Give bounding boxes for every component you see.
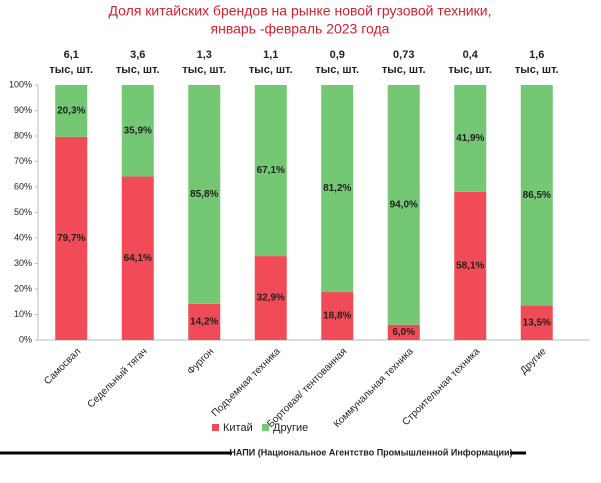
legend-swatch	[262, 424, 269, 431]
bar-segment	[454, 85, 487, 192]
bar-segment	[188, 303, 221, 340]
data-label: 18,8%	[323, 311, 351, 322]
x-tick-label: Седельный тягач	[86, 346, 150, 410]
bar-segment	[121, 176, 154, 340]
data-label: 79,7%	[57, 233, 85, 244]
total-unit: тыс, шт.	[49, 64, 93, 76]
bar-segment	[454, 191, 487, 340]
y-tick-label: 0%	[19, 334, 32, 344]
total-unit: тыс, шт.	[515, 64, 559, 76]
total-label: 1,6	[529, 49, 544, 61]
bar-segment	[520, 85, 553, 306]
x-tick-label: Фургон	[185, 346, 216, 377]
y-tick-label: 10%	[14, 309, 32, 319]
y-tick-label: 40%	[14, 232, 32, 242]
total-unit: тыс, шт.	[448, 64, 492, 76]
data-label: 41,9%	[456, 133, 484, 144]
bar-segment	[387, 85, 420, 325]
bar-segment	[55, 136, 88, 340]
bar-segment	[254, 256, 287, 340]
data-label: 85,8%	[190, 189, 218, 200]
data-label: 81,2%	[323, 183, 351, 194]
total-unit: тыс, шт.	[249, 64, 293, 76]
data-label: 58,1%	[456, 261, 484, 272]
legend-swatch	[212, 424, 219, 431]
total-label: 6,1	[64, 49, 79, 61]
data-label: 64,1%	[124, 253, 152, 264]
total-label: 3,6	[130, 49, 145, 61]
y-tick-label: 90%	[14, 105, 32, 115]
total-label: 1,1	[263, 49, 278, 61]
bar-segment	[188, 85, 221, 304]
y-tick-label: 80%	[14, 130, 32, 140]
y-tick-label: 70%	[14, 156, 32, 166]
chart-subtitle: январь -февраль 2023 года	[211, 21, 390, 37]
total-label: 0,73	[393, 49, 414, 61]
chart-title: Доля китайских брендов на рынке новой гр…	[109, 3, 492, 19]
data-label: 32,9%	[257, 293, 285, 304]
data-label: 35,9%	[124, 125, 152, 136]
total-label: 1,3	[197, 49, 212, 61]
total-unit: тыс, шт.	[116, 64, 160, 76]
bar-segment	[520, 305, 553, 340]
total-label: 0,9	[330, 49, 345, 61]
data-label: 67,1%	[257, 165, 285, 176]
y-tick-label: 30%	[14, 258, 32, 268]
x-tick-label: Самосвал	[42, 346, 83, 387]
source: НАПИ (Национальное Агентство Промышленно…	[229, 447, 512, 457]
y-tick-label: 50%	[14, 207, 32, 217]
y-tick-label: 60%	[14, 181, 32, 191]
data-label: 6,0%	[392, 327, 415, 338]
x-tick-label: Строительная техника	[400, 346, 482, 428]
bar-segment	[321, 292, 354, 340]
data-label: 86,5%	[523, 190, 551, 201]
total-unit: тыс, шт.	[382, 64, 426, 76]
legend-label: Другие	[273, 422, 308, 434]
bar-segment	[321, 85, 354, 293]
data-label: 13,5%	[523, 317, 551, 328]
y-tick-label: 20%	[14, 283, 32, 293]
bar-segment	[254, 85, 287, 257]
x-tick-label: Подъемная техника	[210, 346, 283, 419]
total-unit: тыс, шт.	[315, 64, 359, 76]
data-label: 14,2%	[190, 317, 218, 328]
total-label: 0,4	[463, 49, 479, 61]
y-tick-label: 100%	[9, 79, 32, 89]
data-label: 20,3%	[57, 106, 85, 117]
x-tick-label: Другие	[518, 346, 549, 377]
bar-segment	[121, 85, 154, 177]
data-label: 94,0%	[390, 199, 418, 210]
total-unit: тыс, шт.	[182, 64, 226, 76]
bar-segment	[55, 85, 88, 137]
bar-segment	[387, 324, 420, 340]
legend-label: Китай	[223, 422, 253, 434]
